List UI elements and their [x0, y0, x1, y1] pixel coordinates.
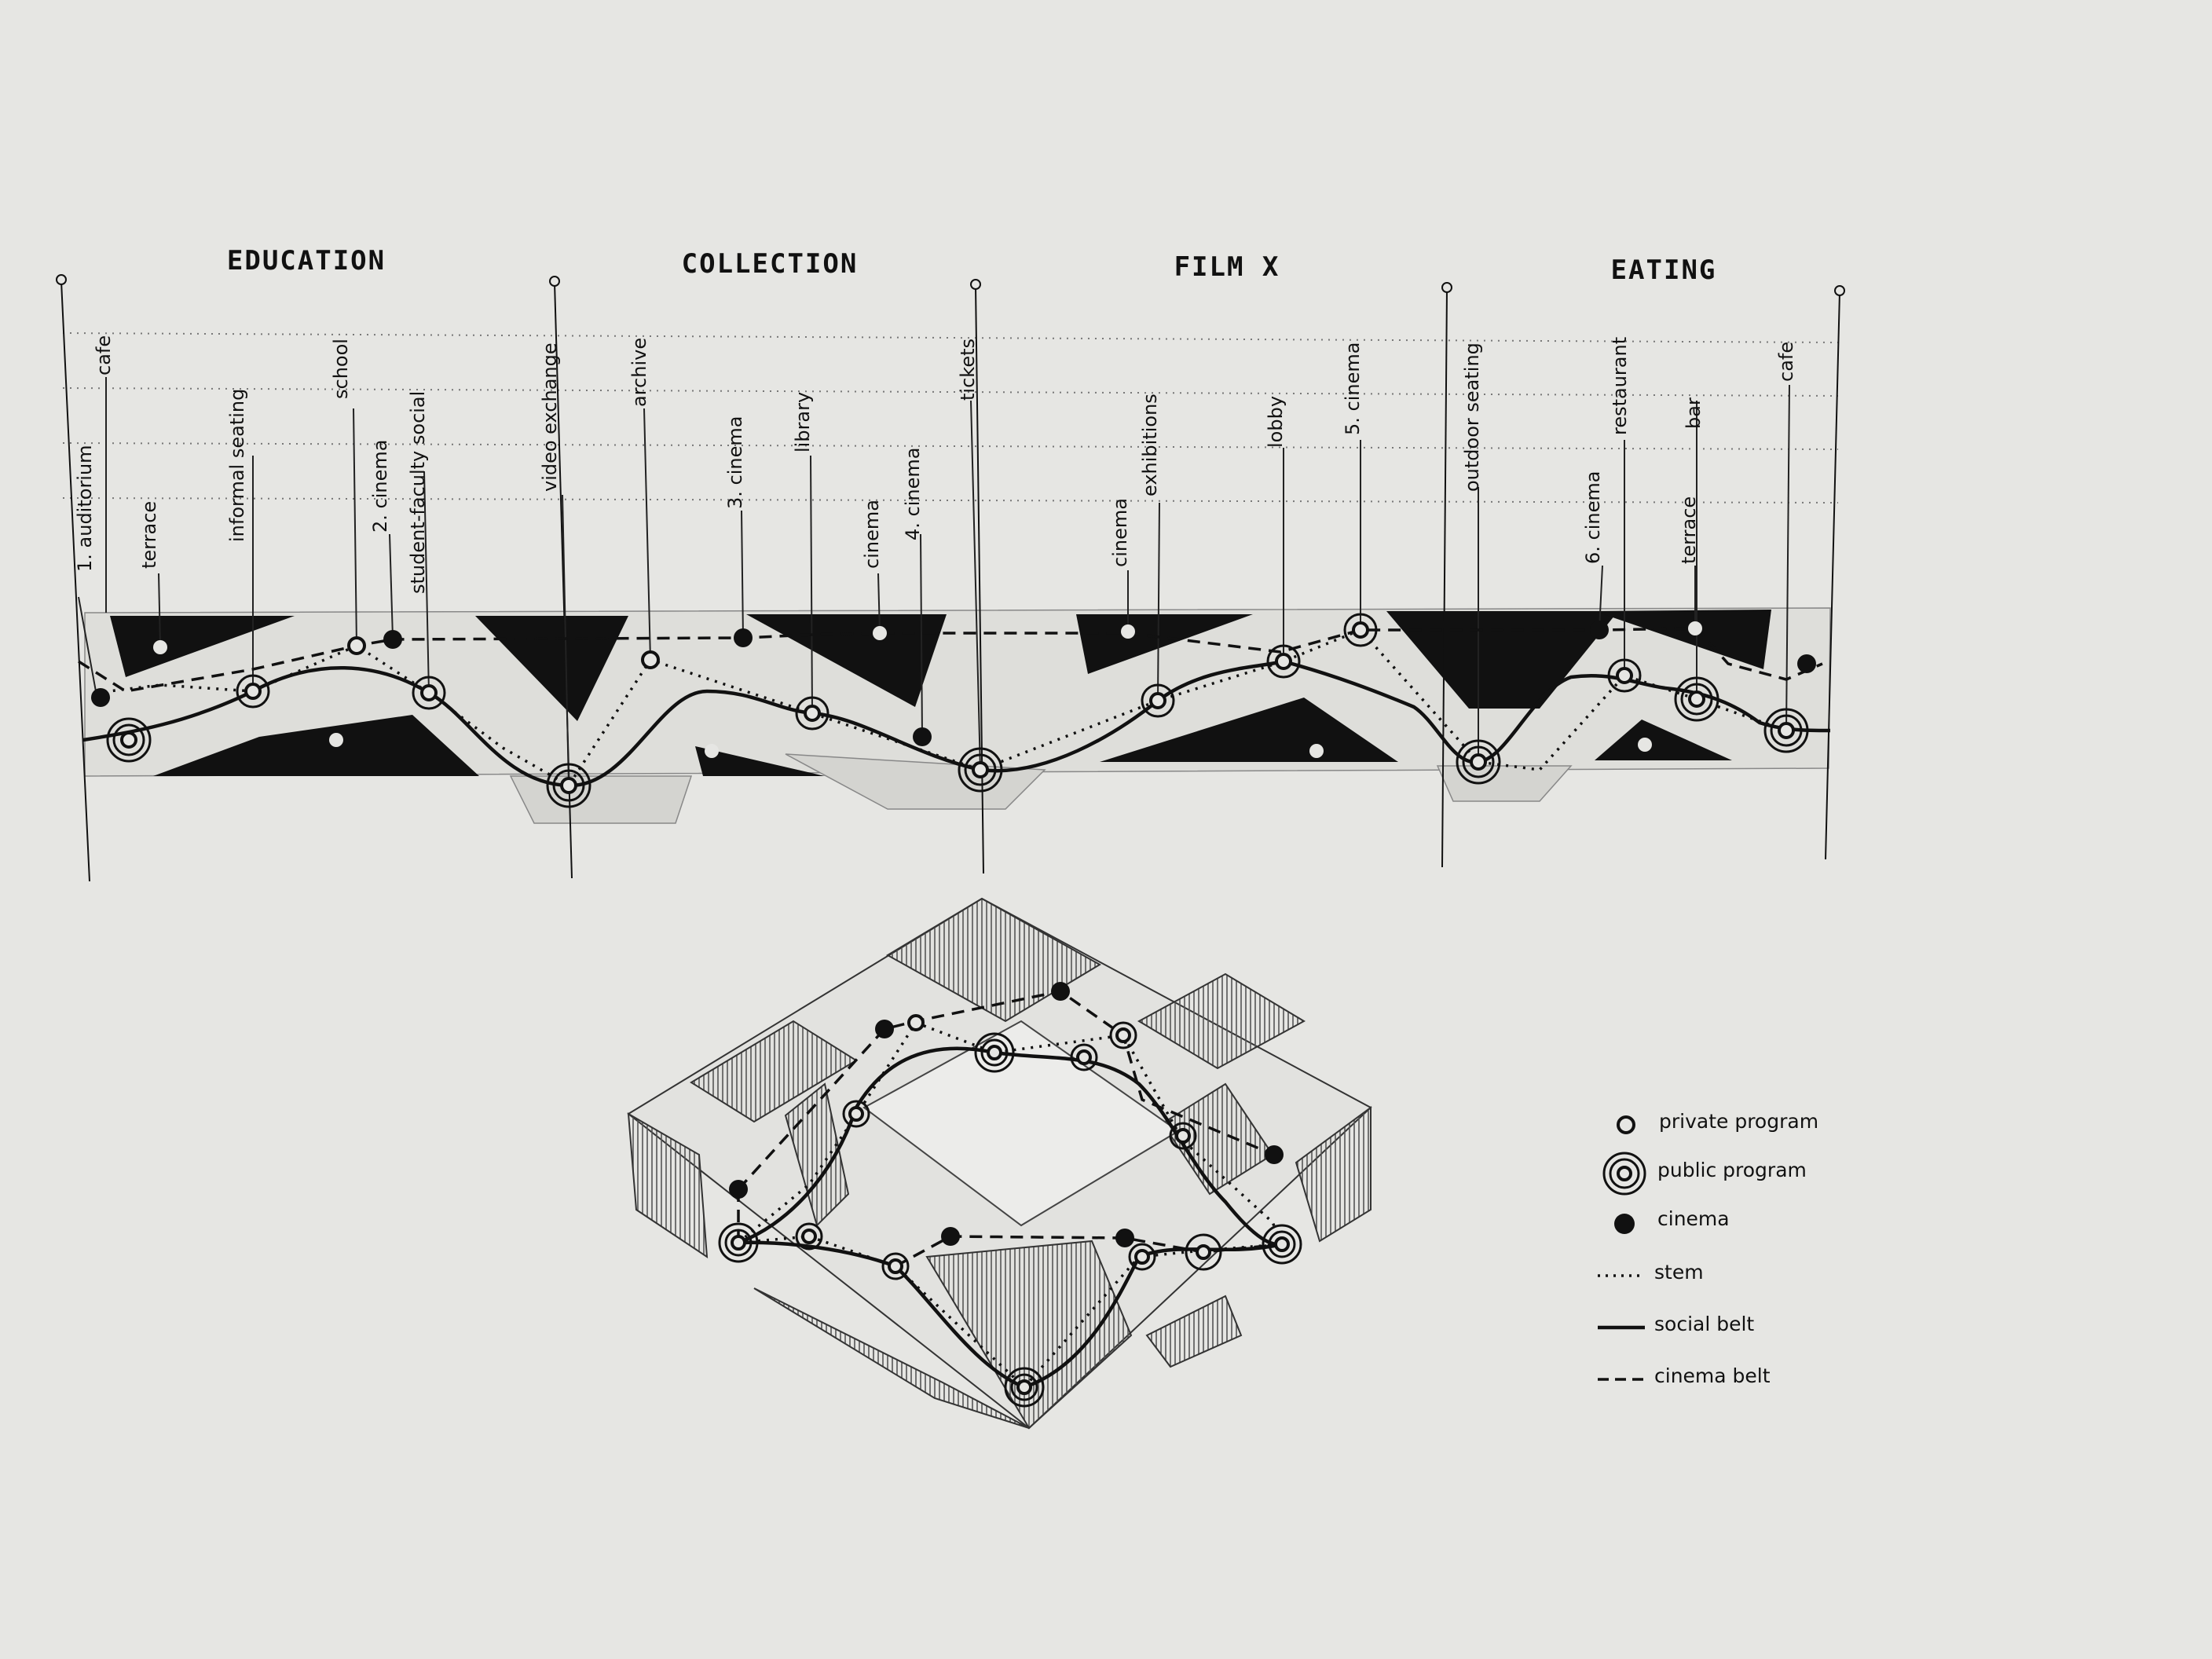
- label-lobby: lobby: [1265, 396, 1287, 448]
- label-cinema-5: 5. cinema: [1342, 342, 1364, 435]
- legend-item-cinema: cinema: [1614, 1207, 1730, 1234]
- program-leaders: [78, 377, 1790, 786]
- iso-public-nodes: [718, 1021, 1302, 1408]
- section-title-film-x: FILM X: [1174, 251, 1280, 283]
- label-cinema-a: cinema: [861, 500, 883, 569]
- legend-item-social: social belt: [1598, 1313, 1754, 1335]
- iso-private-nodes: [907, 1014, 925, 1031]
- label-bar: bar: [1683, 397, 1705, 429]
- label-informal-seating: informal seating: [226, 389, 248, 542]
- label-auditorium-1: 1. auditorium: [74, 445, 96, 572]
- section-band-lower: [509, 753, 1573, 824]
- label-school: school: [330, 339, 352, 399]
- legend-label-public: public program: [1657, 1159, 1807, 1181]
- cinema-nodes: [91, 621, 1816, 746]
- legend-item-stem: stem: [1598, 1261, 1704, 1284]
- label-cinema-6: 6. cinema: [1582, 471, 1604, 564]
- legend-label-cinema: cinema: [1657, 1207, 1730, 1230]
- label-cafe-2: cafe: [1775, 342, 1797, 382]
- label-cinema-3: 3. cinema: [724, 416, 746, 509]
- private-program-icon: [1617, 1115, 1635, 1134]
- legend-item-cinemabelt: cinema belt: [1598, 1364, 1771, 1387]
- label-terrace-1: terrace: [138, 501, 160, 569]
- legend: private program public program cinema st…: [1598, 1110, 1818, 1387]
- linear-section-diagram: EDUCATION COLLECTION FILM X EATING: [56, 245, 1845, 882]
- label-video-exchange: video exchange: [539, 342, 561, 492]
- label-tickets: tickets: [957, 339, 979, 401]
- stem-line: [95, 628, 1787, 788]
- label-exhibitions: exhibitions: [1139, 394, 1161, 496]
- bay-line-caps: [56, 274, 1845, 296]
- guide-lines: [62, 332, 1839, 504]
- label-cinema-2: 2. cinema: [369, 440, 391, 533]
- private-program-nodes: [347, 636, 660, 669]
- label-outdoor-seating: outdoor seating: [1461, 342, 1483, 492]
- legend-label-cinemabelt: cinema belt: [1654, 1364, 1771, 1387]
- solid-markers: [153, 621, 1702, 758]
- legend-label-social: social belt: [1654, 1313, 1754, 1335]
- isometric-diagram: [627, 897, 1372, 1430]
- legend-item-private: private program: [1617, 1110, 1818, 1134]
- label-library: library: [792, 392, 814, 452]
- label-cinema-b: cinema: [1109, 498, 1131, 567]
- section-solids: [110, 610, 1771, 776]
- iso-cinema-nodes: [729, 982, 1284, 1247]
- legend-label-stem: stem: [1654, 1261, 1704, 1284]
- label-terrace-2: terrace: [1678, 496, 1700, 564]
- label-cinema-4: 4. cinema: [902, 448, 924, 540]
- legend-item-public: public program: [1602, 1152, 1807, 1196]
- cinema-belt-line: [78, 627, 1823, 693]
- section-title-education: EDUCATION: [227, 245, 386, 276]
- label-restaurant: restaurant: [1609, 337, 1631, 435]
- public-program-icon: [1602, 1152, 1646, 1196]
- label-cafe-1: cafe: [93, 335, 115, 375]
- iso-hatched-blocks: [627, 897, 1372, 1430]
- label-student-faculty-social: student-faculty social: [407, 391, 429, 594]
- section-title-eating: EATING: [1611, 255, 1717, 286]
- label-archive: archive: [628, 338, 650, 407]
- cinema-icon: [1614, 1214, 1635, 1234]
- legend-label-private: private program: [1659, 1110, 1818, 1133]
- public-program-nodes: [106, 613, 1809, 808]
- section-title-collection: COLLECTION: [682, 248, 859, 280]
